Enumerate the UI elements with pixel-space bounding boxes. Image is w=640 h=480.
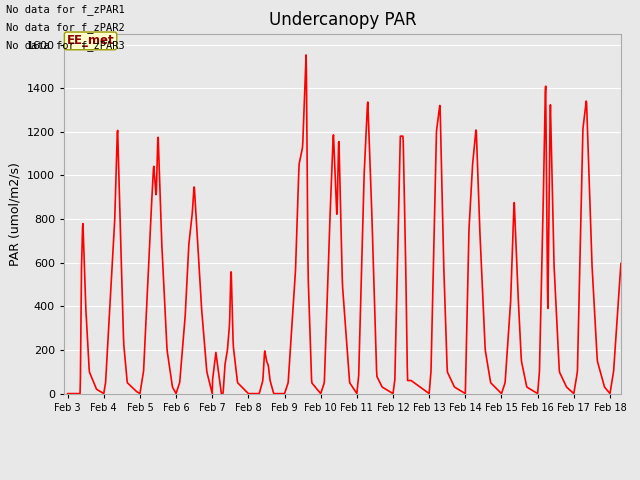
Text: No data for f_zPAR1: No data for f_zPAR1 <box>6 4 125 15</box>
Title: Undercanopy PAR: Undercanopy PAR <box>269 11 416 29</box>
Text: EE_met: EE_met <box>67 35 115 48</box>
Text: No data for f_zPAR3: No data for f_zPAR3 <box>6 40 125 51</box>
Text: No data for f_zPAR2: No data for f_zPAR2 <box>6 22 125 33</box>
Y-axis label: PAR (umol/m2/s): PAR (umol/m2/s) <box>8 162 21 265</box>
